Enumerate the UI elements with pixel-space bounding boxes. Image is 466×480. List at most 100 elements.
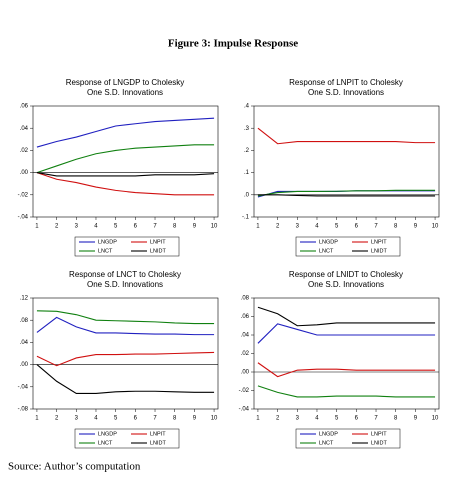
series-line bbox=[36, 172, 215, 196]
legend-label: LNCT bbox=[98, 248, 113, 254]
y-tick-label: .06 bbox=[241, 314, 250, 320]
chart-title: Response of LNIDT to Cholesky bbox=[289, 270, 403, 279]
legend-label: LNPIT bbox=[150, 431, 166, 437]
x-tick-label: 8 bbox=[173, 224, 177, 230]
legend-label: LNIDT bbox=[371, 248, 388, 254]
legend-label: LNGDP bbox=[319, 431, 338, 437]
x-tick-label: 1 bbox=[256, 416, 260, 422]
x-tick-label: 2 bbox=[55, 224, 59, 230]
x-tick-label: 7 bbox=[374, 224, 378, 230]
series-line bbox=[257, 189, 436, 197]
legend-label: LNPIT bbox=[150, 239, 166, 245]
legend-box bbox=[295, 236, 401, 257]
series-line bbox=[257, 127, 436, 145]
x-tick-label: 6 bbox=[134, 224, 138, 230]
x-tick-label: 2 bbox=[55, 416, 59, 422]
legend-label: LNPIT bbox=[371, 239, 387, 245]
plot-frame bbox=[253, 105, 440, 218]
figure-title: Figure 3: Impulse Response bbox=[168, 38, 298, 50]
y-tick-label: -.02 bbox=[18, 192, 29, 198]
plot-frame bbox=[32, 297, 219, 410]
y-tick-label: -.04 bbox=[18, 215, 29, 221]
source-note: Source: Author’s computation bbox=[8, 461, 141, 473]
x-tick-label: 4 bbox=[94, 416, 98, 422]
x-tick-label: 2 bbox=[276, 224, 280, 230]
x-tick-label: 8 bbox=[394, 416, 398, 422]
x-tick-label: 10 bbox=[432, 224, 439, 230]
x-tick-label: 9 bbox=[193, 416, 197, 422]
x-tick-label: 1 bbox=[35, 416, 39, 422]
legend-label: LNGDP bbox=[319, 239, 338, 245]
x-tick-label: 7 bbox=[153, 416, 157, 422]
x-tick-label: 5 bbox=[335, 224, 339, 230]
y-tick-label: .00 bbox=[20, 362, 29, 368]
x-tick-label: 4 bbox=[315, 416, 319, 422]
y-tick-label: .04 bbox=[20, 340, 29, 346]
y-tick-label: .4 bbox=[244, 104, 250, 110]
y-tick-label: .00 bbox=[241, 370, 250, 376]
series-line bbox=[36, 117, 215, 148]
series-line bbox=[257, 362, 436, 378]
series-line bbox=[36, 364, 215, 395]
legend-box bbox=[74, 428, 180, 449]
chart-subtitle: One S.D. Innovations bbox=[87, 280, 163, 289]
series-line bbox=[257, 306, 436, 327]
y-tick-label: -.02 bbox=[239, 388, 250, 394]
y-tick-label: -.08 bbox=[18, 407, 29, 413]
x-tick-label: 3 bbox=[75, 416, 79, 422]
x-tick-label: 8 bbox=[173, 416, 177, 422]
y-tick-label: .04 bbox=[20, 126, 29, 132]
y-tick-label: .04 bbox=[241, 333, 250, 339]
x-tick-label: 9 bbox=[193, 224, 197, 230]
x-tick-label: 5 bbox=[114, 416, 118, 422]
x-tick-label: 7 bbox=[374, 416, 378, 422]
series-line bbox=[36, 144, 215, 174]
chart-title: Response of LNPIT to Cholesky bbox=[289, 78, 403, 87]
legend-box bbox=[74, 236, 180, 257]
series-line bbox=[36, 310, 215, 325]
x-tick-label: 1 bbox=[256, 224, 260, 230]
x-tick-label: 4 bbox=[315, 224, 319, 230]
x-tick-label: 6 bbox=[355, 416, 359, 422]
legend-label: LNCT bbox=[319, 248, 334, 254]
legend-label: LNIDT bbox=[371, 440, 388, 446]
y-tick-label: .06 bbox=[20, 104, 29, 110]
y-tick-label: -.1 bbox=[242, 215, 250, 221]
y-tick-label: .1 bbox=[244, 170, 250, 176]
y-tick-label: .02 bbox=[241, 351, 250, 357]
chart-title: Response of LNCT to Cholesky bbox=[69, 270, 181, 279]
legend-label: LNPIT bbox=[371, 431, 387, 437]
x-tick-label: 10 bbox=[211, 224, 218, 230]
chart-title: Response of LNGDP to Cholesky bbox=[66, 78, 185, 87]
series-line bbox=[257, 194, 436, 197]
y-tick-label: .08 bbox=[241, 296, 250, 302]
chart-subtitle: One S.D. Innovations bbox=[308, 88, 384, 97]
y-tick-label: .3 bbox=[244, 126, 250, 132]
x-tick-label: 6 bbox=[355, 224, 359, 230]
plot-frame bbox=[32, 105, 219, 218]
y-tick-label: .12 bbox=[20, 296, 29, 302]
x-tick-label: 8 bbox=[394, 224, 398, 230]
legend-label: LNCT bbox=[319, 440, 334, 446]
series-line bbox=[257, 385, 436, 398]
y-tick-label: -.04 bbox=[18, 384, 29, 390]
x-tick-label: 10 bbox=[211, 416, 218, 422]
x-tick-label: 5 bbox=[335, 416, 339, 422]
x-tick-label: 5 bbox=[114, 224, 118, 230]
legend-label: LNGDP bbox=[98, 431, 117, 437]
chart-subtitle: One S.D. Innovations bbox=[87, 88, 163, 97]
legend-box bbox=[295, 428, 401, 449]
x-tick-label: 3 bbox=[296, 416, 300, 422]
legend-label: LNIDT bbox=[150, 248, 167, 254]
y-tick-label: .2 bbox=[244, 148, 250, 154]
y-tick-label: -.04 bbox=[239, 407, 250, 413]
x-tick-label: 2 bbox=[276, 416, 280, 422]
legend-label: LNCT bbox=[98, 440, 113, 446]
series-line bbox=[257, 323, 436, 344]
x-tick-label: 7 bbox=[153, 224, 157, 230]
